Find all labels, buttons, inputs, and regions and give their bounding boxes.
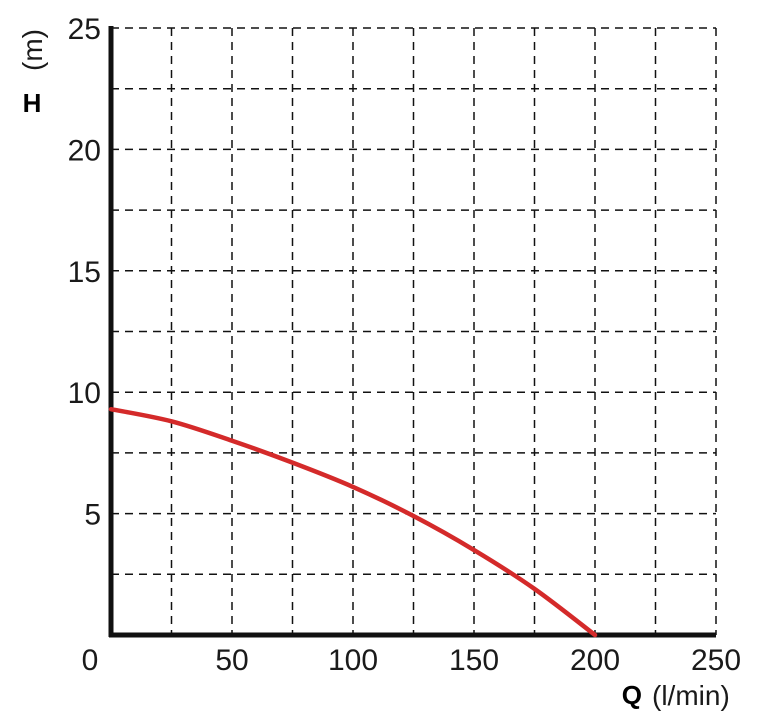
y-tick-label: 15 [68, 256, 101, 289]
axes [108, 26, 716, 638]
x-axis-unit: (l/min) [652, 680, 730, 711]
x-tick-label: 0 [82, 644, 99, 677]
x-tick-label: 200 [570, 644, 620, 677]
x-tick-label: 100 [328, 644, 378, 677]
y-tick-labels: 5 10 15 20 25 [68, 13, 101, 532]
series-line [108, 406, 598, 638]
y-tick-label: 25 [68, 13, 101, 46]
y-tick-label: 10 [68, 377, 101, 410]
x-tick-labels: 0 50 100 150 200 250 [82, 644, 741, 677]
series-layer [108, 406, 598, 638]
x-tick-label: 250 [691, 644, 741, 677]
y-tick-label: 20 [68, 134, 101, 167]
y-tick-label: 5 [84, 499, 101, 532]
x-axis-symbol: Q [622, 680, 642, 710]
x-tick-label: 50 [215, 644, 248, 677]
y-axis-unit: (m) [17, 29, 48, 71]
y-axis-symbol: H [23, 88, 42, 118]
grid [111, 27, 717, 635]
x-tick-label: 150 [449, 644, 499, 677]
